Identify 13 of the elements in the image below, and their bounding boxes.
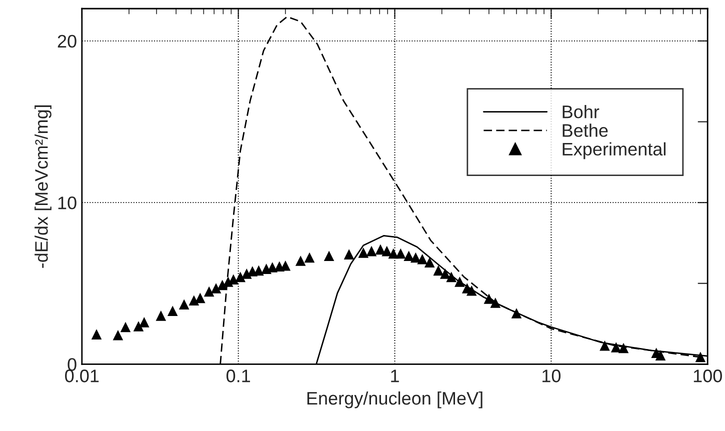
x-tick-label: 100 [694,370,722,382]
legend-label: Experimental [562,142,666,160]
x-axis-title: Energy/nucleon [MeV] [307,391,482,408]
x-tick-label: 10 [542,370,561,382]
y-tick-label: 10 [58,196,76,210]
x-tick-label: 0.1 [226,370,250,382]
legend-label: Bethe [562,124,608,137]
x-tick-label: 1 [391,370,399,382]
y-axis-title: -dE/dx [MeVcm²/mg] [34,105,52,268]
y-tick-label: 20 [58,34,76,48]
legend-label: Bohr [562,105,600,118]
x-tick-label: 0.01 [65,370,99,382]
y-tick-label: 0 [68,358,76,371]
